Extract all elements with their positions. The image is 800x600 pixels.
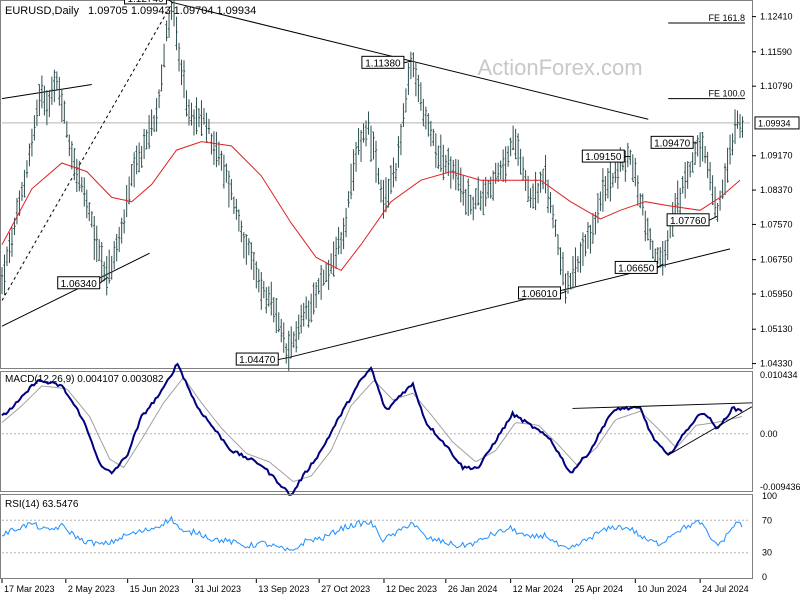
- price-tick-label: 1.10790: [760, 81, 793, 91]
- annotation-leader: [560, 290, 567, 294]
- rsi-gridlines: [2, 519, 750, 554]
- rsi-tick-label: 70: [762, 515, 772, 525]
- annotation-box: [57, 276, 101, 290]
- price-annotation: 1.04470: [235, 352, 289, 366]
- time-tick-label: 24 Jul 2024: [702, 584, 749, 594]
- annotation-leader: [656, 263, 664, 269]
- price-annotation: 1.06650: [614, 260, 664, 274]
- annotation-label: 1.06650: [618, 263, 655, 274]
- rsi-axis: 100 70 30 0: [762, 491, 777, 582]
- price-annotation: 1.06340: [57, 276, 109, 290]
- time-tick-label: 15 Jun 2023: [130, 584, 180, 594]
- annotation-box: [235, 352, 279, 366]
- macd-title: MACD(12,26,9) 0.004107 0.003082: [5, 374, 164, 385]
- price-tick-label: 1.07570: [760, 219, 793, 229]
- macd-panel: MACD(12,26,9) 0.004107 0.003082 0.010434…: [0, 362, 800, 496]
- price-annotation: 1.12740: [124, 0, 173, 5]
- current-price-label: 1.09934: [758, 118, 791, 128]
- annotation-box: [614, 260, 658, 274]
- macd-panel-frame: [0, 371, 753, 492]
- price-panel: ActionForex.com EURUSD,Daily 1.09705 1.0…: [0, 0, 800, 371]
- price-tick-label: 1.05950: [760, 289, 793, 299]
- annotation-label: 1.07760: [670, 216, 707, 227]
- macd-tick-label: -0.009436: [760, 482, 800, 492]
- annotation-leader: [708, 215, 718, 221]
- macd-line: [1, 362, 743, 496]
- macd-signal-line: [1, 376, 743, 483]
- annotation-leader: [167, 0, 173, 3]
- annotation-label: 1.11380: [365, 58, 401, 69]
- rsi-tick-label: 0: [762, 572, 767, 582]
- time-tick-label: 25 Apr 2024: [574, 584, 623, 594]
- price-annotation: 1.06010: [517, 286, 567, 300]
- price-tick-label: 1.09170: [760, 151, 793, 161]
- time-tick-label: 2 May 2023: [68, 584, 115, 594]
- annotation-leader: [99, 276, 109, 284]
- rsi-tick-label: 100: [762, 491, 777, 501]
- current-price-box: [754, 116, 800, 130]
- annotation-label: 1.09470: [654, 138, 691, 149]
- rsi-title: RSI(14) 63.5476: [5, 499, 79, 510]
- rsi-line: [1, 515, 743, 552]
- macd-trendline: [667, 406, 753, 456]
- trendline: [1, 252, 150, 327]
- fib-level-label: FE 161.8: [708, 13, 745, 23]
- annotation-box: [650, 135, 694, 149]
- time-tick-label: 17 Mar 2023: [4, 584, 55, 594]
- macd-tick-label: 0.010434: [760, 370, 798, 380]
- annotation-label: 1.06340: [61, 279, 98, 290]
- price-annotation: 1.09150: [581, 149, 631, 163]
- price-annotation: 1.09470: [650, 135, 698, 149]
- price-annotation: 1.11380: [361, 55, 413, 69]
- time-tick-label: 13 Sep 2023: [258, 584, 309, 594]
- time-tick-label: 10 Jun 2024: [637, 584, 687, 594]
- moving-average: [1, 141, 741, 272]
- time-tick-label: 31 Jul 2023: [194, 584, 241, 594]
- price-tick-label: 1.11590: [760, 47, 792, 57]
- rsi-lines: [1, 515, 743, 552]
- annotation-box: [581, 149, 625, 163]
- price-tick-label: 1.05130: [760, 324, 793, 334]
- annotation-label: 1.06010: [521, 289, 558, 300]
- price-axis: 1.12410 1.11590 1.10790 1.09170 1.08370 1.075…: [752, 12, 800, 369]
- time-tick-label: 26 Jan 2024: [448, 584, 498, 594]
- annotation-label: 1.04470: [239, 355, 276, 366]
- price-tick-label: 1.06750: [760, 255, 793, 265]
- time-tick-label: 27 Oct 2023: [321, 584, 370, 594]
- macd-lines: [1, 362, 753, 496]
- annotation-box: [517, 286, 561, 300]
- time-tick-label: 12 Dec 2023: [386, 584, 437, 594]
- macd-trendline: [572, 402, 753, 409]
- price-panel-frame: [0, 0, 753, 369]
- price-annotations: 1.12740 1.11380 1.09150 1.09470 1.07760 1.066…: [57, 0, 718, 366]
- macd-axis: 0.010434 0.00 -0.009436: [760, 370, 800, 492]
- annotation-box: [361, 55, 405, 69]
- annotation-box: [124, 0, 168, 5]
- annotation-box: [666, 213, 710, 227]
- annotation-label: 1.12740: [127, 0, 164, 5]
- price-tick-label: 1.04330: [760, 359, 793, 369]
- price-tick-label: 1.12410: [760, 12, 793, 22]
- annotation-leader: [403, 60, 413, 64]
- price-header: EURUSD,Daily 1.09705 1.09943 1.09704 1.0…: [5, 5, 256, 17]
- symbol-label: EURUSD,Daily: [5, 5, 79, 17]
- fib-levels: FE 161.8 FE 100.0: [668, 13, 746, 100]
- annotation-leader: [278, 357, 289, 361]
- rsi-panel-frame: [0, 494, 753, 579]
- macd-tick-label: 0.00: [760, 429, 778, 439]
- time-tick-label: 12 Mar 2024: [513, 584, 564, 594]
- annotation-label: 1.09150: [585, 152, 622, 163]
- rsi-panel: RSI(14) 63.5476 100 70 30 0: [0, 491, 777, 582]
- time-axis: 17 Mar 2023 2 May 2023 15 Jun 2023 31 Jul 2…: [1, 579, 749, 594]
- price-tick-label: 1.08370: [760, 185, 793, 195]
- price-bars: [0, 0, 744, 371]
- fib-level-label: FE 100.0: [708, 89, 745, 99]
- rsi-tick-label: 30: [762, 548, 772, 558]
- price-annotation: 1.07760: [666, 213, 718, 227]
- moving-average-line: [1, 141, 741, 272]
- watermark: ActionForex.com: [477, 55, 642, 80]
